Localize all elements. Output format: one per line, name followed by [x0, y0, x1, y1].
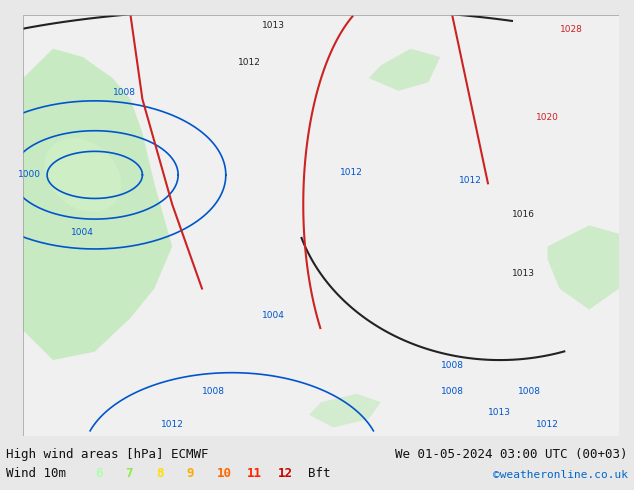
Ellipse shape	[44, 138, 121, 212]
Text: 1028: 1028	[560, 25, 583, 34]
Text: 1008: 1008	[441, 387, 463, 396]
Text: 1012: 1012	[161, 420, 184, 429]
Text: 1008: 1008	[113, 88, 136, 97]
Text: 1008: 1008	[441, 362, 463, 370]
Text: 1004: 1004	[262, 311, 285, 320]
Text: 6: 6	[95, 467, 103, 480]
Text: 1020: 1020	[536, 113, 559, 122]
Text: 1013: 1013	[512, 269, 534, 278]
Text: We 01-05-2024 03:00 UTC (00+03): We 01-05-2024 03:00 UTC (00+03)	[395, 447, 628, 461]
Text: 1008: 1008	[518, 387, 541, 396]
Polygon shape	[23, 49, 172, 360]
Text: 1013: 1013	[262, 21, 285, 29]
Text: ©weatheronline.co.uk: ©weatheronline.co.uk	[493, 470, 628, 480]
Text: Bft: Bft	[308, 467, 330, 480]
Text: 11: 11	[247, 467, 262, 480]
Text: 1012: 1012	[536, 420, 559, 429]
Text: 1008: 1008	[202, 387, 226, 396]
Polygon shape	[369, 49, 440, 91]
Text: 7: 7	[126, 467, 133, 480]
Text: Wind 10m: Wind 10m	[6, 467, 67, 480]
Text: 1012: 1012	[339, 168, 363, 177]
Text: 1004: 1004	[72, 227, 94, 237]
Polygon shape	[548, 225, 619, 310]
Text: 1012: 1012	[238, 58, 261, 68]
Text: 10: 10	[217, 467, 232, 480]
Text: 9: 9	[186, 467, 194, 480]
Text: 12: 12	[278, 467, 293, 480]
Text: 8: 8	[156, 467, 164, 480]
Text: High wind areas [hPa] ECMWF: High wind areas [hPa] ECMWF	[6, 447, 209, 461]
Text: 1000: 1000	[18, 171, 41, 179]
Text: 1013: 1013	[488, 408, 512, 417]
Text: 1012: 1012	[458, 176, 481, 185]
Polygon shape	[309, 394, 380, 427]
Text: 1016: 1016	[512, 210, 534, 219]
